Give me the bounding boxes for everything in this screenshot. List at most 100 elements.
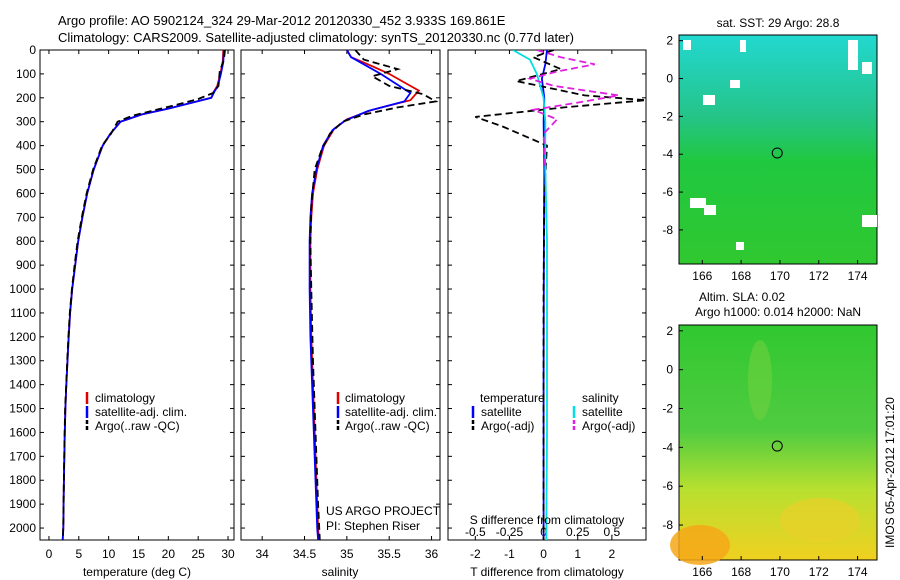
- x-tick-label: 5: [75, 547, 82, 561]
- sla-map-panel: Altim. SLA: 0.02 Argo h1000: 0.014 h2000…: [662, 290, 878, 579]
- x-top-tick-label: -0.25: [496, 525, 524, 539]
- y-tick-label: 1100: [10, 306, 36, 320]
- map-y-tick-label: -2: [662, 402, 673, 416]
- y-tick-label: 1300: [9, 354, 36, 368]
- cloud-patch: [690, 198, 706, 208]
- cloud-patch: [730, 80, 740, 88]
- difference-xlabel: T difference from climatology: [470, 565, 624, 579]
- map-x-tick-label: 168: [731, 565, 751, 579]
- x-tick-label: 10: [102, 547, 116, 561]
- sst-map-cloud-mask: [683, 40, 877, 250]
- map-x-tick-label: 166: [692, 565, 712, 579]
- temperature-panel: 0100200300400500600700800900100011001200…: [9, 43, 235, 579]
- sst-map-title: sat. SST: 29 Argo: 28.8: [717, 16, 840, 30]
- x-tick-label: 35.5: [378, 547, 402, 561]
- map-x-tick-label: 168: [731, 269, 751, 283]
- cloud-patch: [703, 95, 715, 105]
- legend-satellite-label: satellite-adj. clim.: [95, 405, 187, 419]
- map-y-tick-label: -6: [662, 185, 673, 199]
- y-tick-label: 1400: [9, 378, 36, 392]
- sst-map-axes: 166 168 170 172 174 2 0 -2 -4 -6 -8: [662, 34, 868, 283]
- x-tick-label: 0: [540, 547, 547, 561]
- map-y-tick-label: -8: [662, 518, 673, 532]
- map-y-tick-label: -4: [662, 147, 673, 161]
- legend-argo-label: Argo(..raw -QC): [95, 419, 180, 433]
- map-x-tick-label: 166: [692, 269, 712, 283]
- map-y-tick-label: -8: [662, 223, 673, 237]
- difference-legend: temperature satellite Argo(-adj) salinit…: [471, 391, 635, 433]
- legend-t-argo-label: Argo(-adj): [481, 419, 534, 433]
- x-tick-label: 0: [46, 547, 53, 561]
- legend-argo-label: Argo(..raw -QC): [345, 419, 430, 433]
- cloud-patch: [862, 62, 872, 74]
- series-line: [526, 50, 619, 170]
- sst-argo-location-marker: [771, 147, 783, 159]
- y-tick-label: 1500: [9, 402, 36, 416]
- sst-map-field: [678, 34, 878, 265]
- sla-map-blobs: [670, 340, 860, 565]
- salinity-xlabel: salinity: [322, 565, 359, 579]
- map-x-tick-label: 170: [770, 565, 790, 579]
- series-line: [309, 50, 439, 540]
- y-tick-label: 700: [16, 210, 36, 224]
- x-tick-label: 36: [425, 547, 439, 561]
- x-tick-label: 2: [609, 547, 616, 561]
- legend-satellite-label: satellite-adj. clim.: [345, 405, 437, 419]
- series-line: [512, 50, 548, 540]
- project-annotation-line1: US ARGO PROJECT: [326, 504, 441, 518]
- x-tick-label: 34: [255, 547, 269, 561]
- map-y-tick-label: 0: [666, 363, 673, 377]
- cloud-patch: [736, 242, 744, 250]
- x-tick-label: 34.5: [293, 547, 317, 561]
- map-y-tick-label: 0: [666, 72, 673, 86]
- sla-map-axes: 166 168 170 172 174 2 0 -2 -4 -6 -8: [662, 324, 868, 579]
- temperature-legend: climatology satellite-adj. clim. Argo(..…: [85, 391, 187, 433]
- map-x-tick-label: 172: [809, 269, 829, 283]
- series-line: [475, 50, 646, 540]
- y-tick-label: 600: [16, 186, 36, 200]
- cloud-patch: [862, 215, 877, 227]
- temperature-plot-frame: [39, 49, 235, 541]
- x-top-tick-label: 0.5: [604, 525, 621, 539]
- y-tick-label: 400: [16, 139, 36, 153]
- x-tick-label: 25: [192, 547, 206, 561]
- header-line2: Climatology: CARS2009. Satellite-adjuste…: [58, 30, 574, 45]
- legend-climatology-label: climatology: [95, 391, 155, 405]
- series-line: [540, 50, 548, 540]
- y-tick-label: 900: [16, 258, 36, 272]
- salinity-lines: [308, 50, 439, 540]
- sla-anomaly-blob: [748, 340, 772, 420]
- map-x-tick-label: 174: [848, 565, 868, 579]
- x-tick-label: -2: [470, 547, 481, 561]
- legend-climatology-label: climatology: [345, 391, 405, 405]
- y-tick-label: 1700: [9, 449, 36, 463]
- legend-t-satellite-label: satellite: [481, 405, 522, 419]
- map-x-tick-label: 170: [770, 269, 790, 283]
- y-tick-label: 800: [16, 234, 36, 248]
- difference-lines: [475, 50, 646, 540]
- x-tick-label: 15: [132, 547, 146, 561]
- y-tick-label: 2000: [9, 521, 36, 535]
- y-tick-label: 1600: [9, 425, 36, 439]
- project-annotation-line2: PI: Stephen Riser: [326, 519, 420, 533]
- sla-anomaly-blob: [780, 498, 860, 542]
- y-tick-label: 500: [16, 163, 36, 177]
- x-tick-label: -1: [504, 547, 515, 561]
- map-y-tick-label: 2: [666, 324, 673, 338]
- salinity-plot-frame: [240, 49, 441, 541]
- map-y-tick-label: -4: [662, 440, 673, 454]
- sst-map-panel: sat. SST: 29 Argo: 28.8 166 168 170 172 174 2…: [662, 16, 878, 283]
- map-x-tick-label: 172: [809, 565, 829, 579]
- cloud-patch: [683, 40, 691, 50]
- sla-argo-location-marker: [771, 440, 783, 452]
- cloud-patch: [740, 40, 746, 52]
- map-y-tick-label: 2: [666, 34, 673, 48]
- map-x-tick-label: 174: [848, 269, 868, 283]
- y-tick-label: 1200: [9, 330, 36, 344]
- legend-s-argo-label: Argo(-adj): [582, 419, 635, 433]
- temperature-xlabel: temperature (deg C): [83, 565, 191, 579]
- legend-salinity-title: salinity: [582, 391, 619, 405]
- salinity-axes: 34 34.5 35 35.5 36: [241, 49, 440, 561]
- x-tick-label: 1: [574, 547, 581, 561]
